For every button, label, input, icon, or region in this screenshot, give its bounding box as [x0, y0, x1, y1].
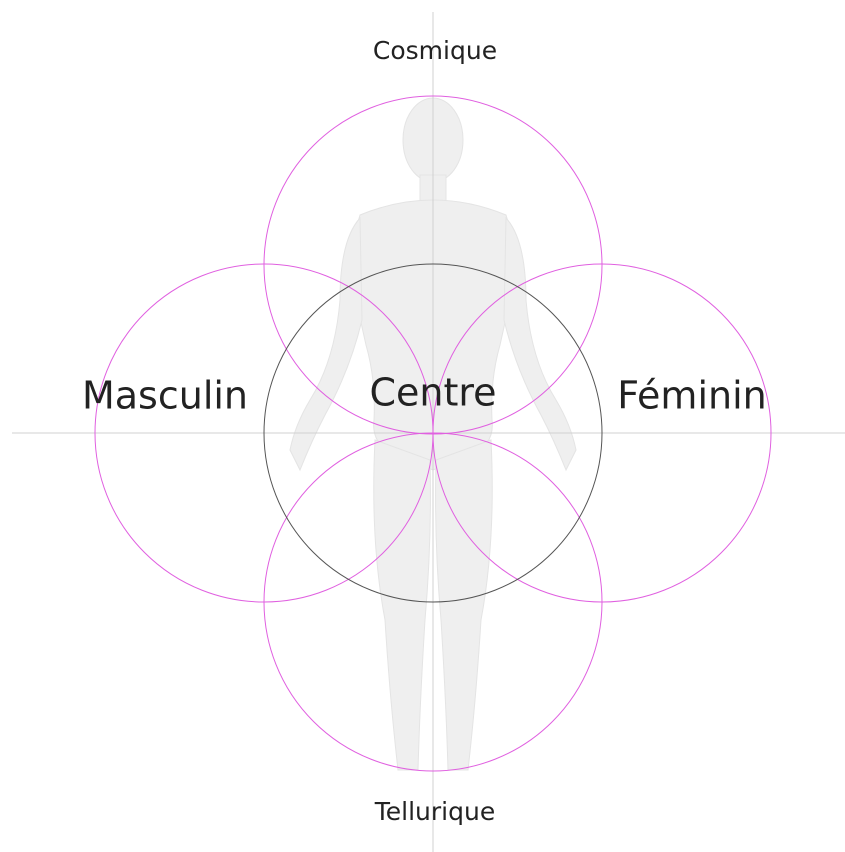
label-top: Cosmique	[373, 36, 497, 65]
label-center: Centre	[369, 371, 496, 415]
label-left: Masculin	[82, 374, 248, 418]
diagram: Cosmique Masculin Centre Féminin Telluri…	[0, 0, 845, 852]
label-bottom: Tellurique	[374, 797, 495, 826]
label-right: Féminin	[617, 374, 766, 418]
